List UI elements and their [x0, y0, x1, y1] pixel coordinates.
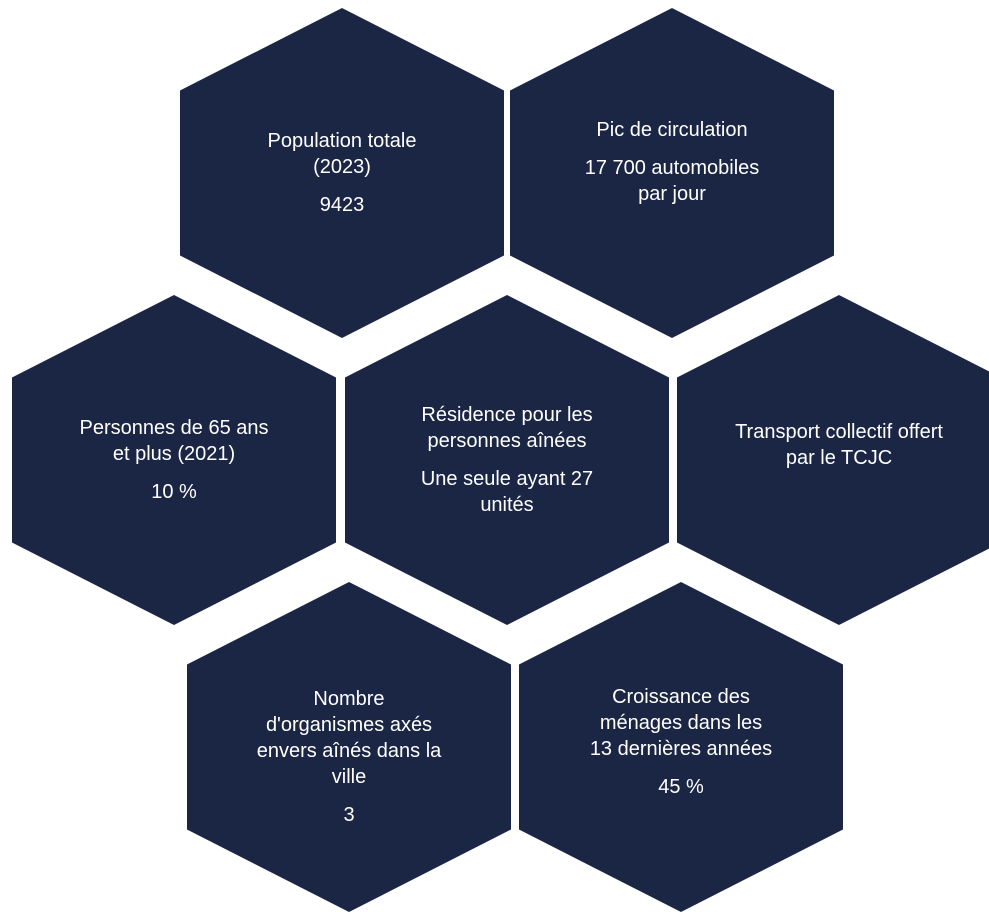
- hex-label: Pic de circulation: [596, 119, 748, 141]
- hex-value: Une seule ayant 27 unités: [420, 468, 594, 516]
- hex-value: 10 %: [151, 481, 197, 503]
- hex-label: Personnes de 65 ans et plus (2021): [79, 417, 269, 465]
- hex-label: Nombre d'organismes axés envers aînés da…: [256, 688, 442, 788]
- hex-value: 3: [343, 804, 355, 826]
- hex-traffic-peak: Pic de circulation 17 700 automobiles pa…: [510, 8, 834, 338]
- hex-label: Population totale (2023): [267, 130, 417, 178]
- hex-seniors-65-plus: Personnes de 65 ans et plus (2021) 10 %: [12, 295, 336, 625]
- hex-value: 9423: [319, 194, 365, 216]
- hex-senior-organisations: Nombre d'organismes axés envers aînés da…: [187, 582, 511, 912]
- hex-household-growth: Croissance des ménages dans les 13 derni…: [519, 582, 843, 912]
- hex-senior-residence: Résidence pour les personnes aînées Une …: [345, 295, 669, 625]
- hex-label: Transport collectif offert par le TCJC: [735, 421, 943, 469]
- hex-public-transport: Transport collectif offert par le TCJC: [677, 295, 989, 625]
- hex-label: Résidence pour les personnes aînées: [421, 404, 593, 452]
- hex-value: 17 700 automobiles par jour: [584, 157, 760, 205]
- hex-value: 45 %: [658, 776, 704, 798]
- hex-label: Croissance des ménages dans les 13 derni…: [589, 686, 773, 760]
- hex-population: Population totale (2023) 9423: [180, 8, 504, 338]
